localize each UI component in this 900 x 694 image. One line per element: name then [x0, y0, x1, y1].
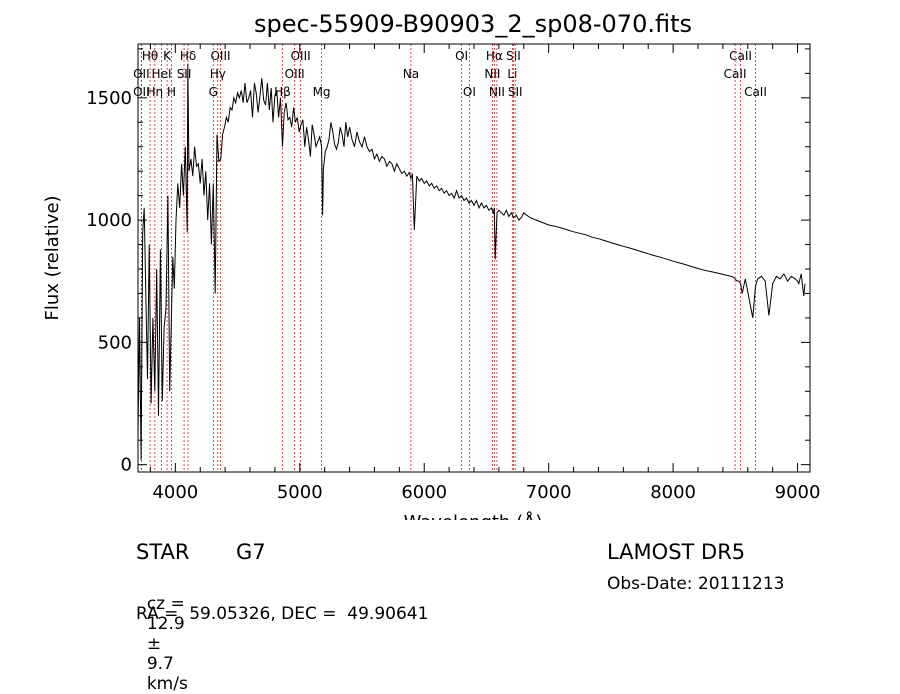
spectrum-line	[137, 63, 806, 460]
cz-plus-minus: ±	[146, 634, 162, 654]
line-label: HeI	[152, 67, 172, 81]
line-label: G	[209, 85, 218, 99]
x-axis-ticks: 4000 5000 6000 7000 8000 9000	[149, 44, 821, 503]
object-type: STAR	[136, 540, 190, 564]
line-label: Hη	[146, 85, 163, 99]
line-label: Hθ	[142, 49, 158, 63]
line-label: CaII	[744, 85, 767, 99]
x-tick-label: 9000	[775, 482, 821, 503]
line-label: NII	[489, 85, 505, 99]
coordinates: RA = 59.05326, DEC = 49.90641	[136, 604, 429, 624]
y-axis-label: Flux (relative)	[42, 195, 63, 320]
line-label: OIII	[285, 67, 305, 81]
object-subclass: G7	[236, 540, 266, 564]
cz-unit: km/s	[146, 674, 188, 694]
y-tick-label: 0	[121, 455, 132, 476]
line-label: Hα	[486, 49, 503, 63]
line-label: SII	[177, 67, 192, 81]
line-label: CaII	[729, 49, 752, 63]
line-label: Mg	[313, 85, 331, 99]
line-label: OI	[455, 49, 468, 63]
line-label: NII	[484, 67, 500, 81]
observation-date: Obs-Date: 20111213	[607, 574, 785, 594]
survey-name: LAMOST DR5	[607, 540, 746, 564]
cz-value: 12.9	[146, 614, 185, 634]
x-tick-label: 6000	[401, 482, 447, 503]
spectrum-chart: spec-55909-B90903_2_sp08-070.fits Hθ K Hδ O…	[42, 10, 821, 520]
x-tick-label: 7000	[526, 482, 572, 503]
y-axis-ticks: 0 500 1000 1500	[86, 48, 810, 476]
line-label: OI	[463, 85, 476, 99]
x-tick-label: 4000	[152, 482, 198, 503]
line-label: CaII	[724, 67, 747, 81]
line-label: SII	[506, 49, 521, 63]
cz-label: cz =	[146, 594, 185, 614]
plot-frame	[137, 43, 811, 473]
x-tick-label: 5000	[277, 482, 323, 503]
line-label: Hγ	[210, 67, 226, 81]
x-axis-label: Wavelength (Å)	[404, 511, 543, 520]
cz-error: 9.7	[146, 654, 174, 674]
y-tick-label: 1500	[86, 88, 132, 109]
line-label: OII	[133, 85, 150, 99]
line-label: Hδ	[180, 49, 196, 63]
redshift-readout: cz = 12.9 ± 9.7 km/s	[136, 574, 188, 694]
chart-title: spec-55909-B90903_2_sp08-070.fits	[254, 10, 692, 38]
line-label: K	[163, 49, 172, 63]
y-tick-label: 500	[98, 332, 132, 353]
line-label: Li	[507, 67, 517, 81]
line-label: OIII	[210, 49, 230, 63]
x-tick-label: 8000	[650, 482, 696, 503]
line-label: SII	[508, 85, 523, 99]
line-label: Na	[403, 67, 419, 81]
y-tick-label: 1000	[86, 210, 132, 231]
line-label: H	[167, 85, 176, 99]
line-label: Hβ	[274, 85, 291, 99]
line-label: OIII	[291, 49, 311, 63]
